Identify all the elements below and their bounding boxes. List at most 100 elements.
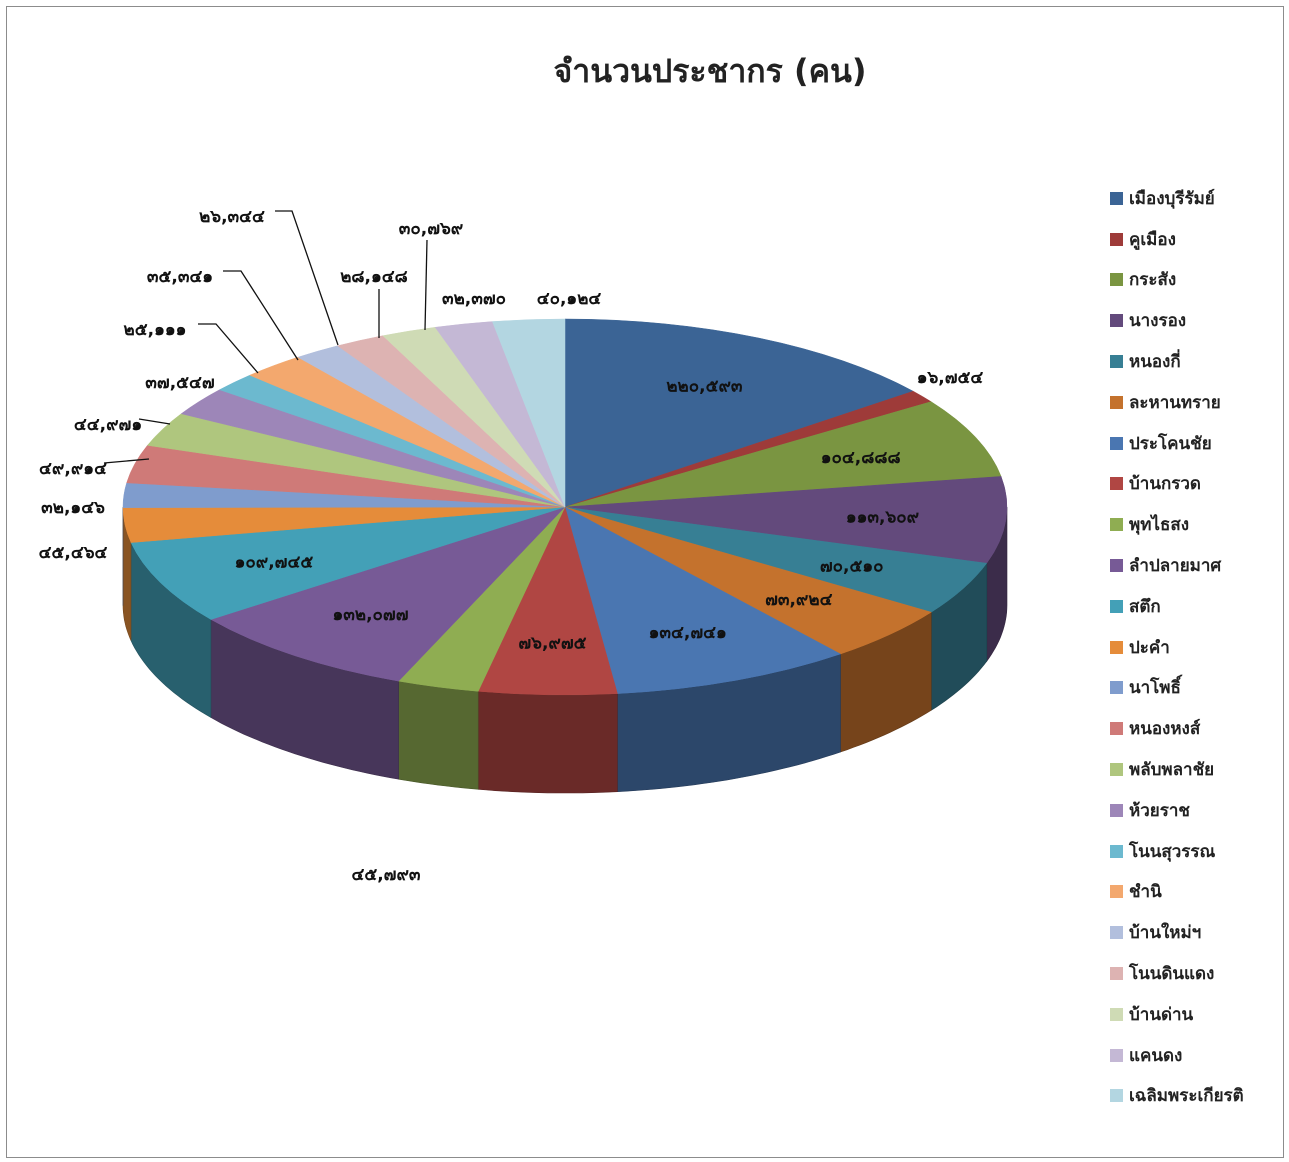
legend-swatch [1110,681,1123,695]
legend-swatch [1110,722,1123,736]
legend-swatch [1110,314,1123,328]
legend-swatch [1110,1048,1123,1062]
legend-item-15: ห้วยราช [1110,790,1244,831]
pie-slice-9 [210,506,566,682]
legend-swatch [1110,395,1123,409]
data-label-6: ๑๓๔,๗๔๑ [649,623,727,643]
leader-line-13 [103,458,150,464]
data-label-3: ๑๑๓,๖๐๙ [846,507,919,527]
legend-label: บ้านด่าน [1129,1004,1194,1025]
data-label-0: ๒๒๐,๕๙๓ [666,376,743,396]
legend-label: เมืองบุรีรัมย์ [1129,188,1215,209]
legend-swatch [1110,436,1123,450]
legend-label: บ้านใหม่ฯ [1129,923,1202,944]
data-label-22: ๔๐,๑๒๔ [537,289,602,309]
legend-label: กระสัง [1129,270,1177,291]
legend-label: หนองกี่ [1129,352,1181,373]
data-label-14: ๔๔,๙๗๑ [74,415,142,435]
legend-label: คูเมือง [1129,229,1176,250]
leader-line-14 [138,418,171,425]
data-label-16: ๒๕,๑๑๑ [124,320,187,340]
data-label-10: ๑๐๙,๗๔๕ [235,553,314,573]
legend: เมืองบุรีรัมย์คูเมืองกระสังนางรองหนองกี่… [1110,178,1244,1116]
legend-item-22: เฉลิมพระเกียรติ [1110,1076,1244,1117]
legend-label: ปะคำ [1129,637,1170,658]
legend-item-18: บ้านใหม่ฯ [1110,912,1244,953]
legend-label: ห้วยราช [1129,800,1190,821]
legend-label: พลับพลาชัย [1129,760,1215,781]
legend-label: นางรอง [1129,311,1187,332]
legend-item-0: เมืองบุรีรัมย์ [1110,178,1244,219]
data-label-8: ๔๕,๗๙๓ [351,865,420,885]
legend-item-11: ปะคำ [1110,627,1244,668]
legend-label: ลำปลายมาศ [1129,556,1222,577]
legend-item-16: โนนสุวรรณ [1110,831,1244,872]
pie-slice-6 [564,506,842,694]
legend-item-5: ละหานทราย [1110,382,1244,423]
legend-item-8: พุทไธสง [1110,504,1244,545]
legend-label: ละหานทราย [1129,392,1221,413]
legend-label: นาโพธิ์ [1129,678,1181,699]
legend-label: สตึก [1129,596,1161,617]
data-label-21: ๓๒,๓๗๐ [442,289,506,309]
legend-swatch [1110,926,1123,940]
leader-line-16 [198,323,259,374]
legend-swatch [1110,967,1123,981]
legend-swatch [1110,885,1123,899]
pie-sides [122,506,1008,794]
data-label-12: ๓๒,๑๔๖ [41,498,105,518]
data-label-2: ๑๐๔,๘๘๘ [821,448,901,468]
legend-item-12: นาโพธิ์ [1110,668,1244,709]
legend-label: โนนดินแดง [1129,964,1215,985]
pie-top [122,318,1008,696]
legend-item-10: สตึก [1110,586,1244,627]
pie-slice-2 [564,401,1002,508]
legend-item-13: หนองหงส์ [1110,708,1244,749]
data-label-20: ๓๐,๗๖๙ [399,219,463,239]
legend-swatch [1110,844,1123,858]
legend-item-20: บ้านด่าน [1110,994,1244,1035]
legend-swatch [1110,518,1123,532]
legend-item-6: ประโคนชัย [1110,423,1244,464]
legend-swatch [1110,1089,1123,1103]
legend-item-1: คูเมือง [1110,219,1244,260]
legend-item-17: ชำนิ [1110,872,1244,913]
data-label-1: ๑๖,๗๕๔ [917,368,984,388]
legend-item-9: ลำปลายมาศ [1110,545,1244,586]
data-label-7: ๗๖,๙๗๕ [518,633,586,653]
legend-item-21: แคนดง [1110,1035,1244,1076]
pie-slice-3 [564,476,1008,564]
legend-swatch [1110,640,1123,654]
legend-swatch [1110,1007,1123,1021]
pie-slice-10 [130,506,566,620]
leader-line-18 [275,210,339,346]
data-label-15: ๓๗,๕๔๗ [145,373,215,393]
data-label-9: ๑๓๒,๐๗๗ [332,605,408,625]
data-labels: ๒๒๐,๕๙๓ ๑๖,๗๕๔๑๐๔,๘๘๘๑๑๓,๖๐๙๗๐,๕๑๐๗๓,๙๒๔๑… [39,207,984,885]
legend-label: ชำนิ [1129,882,1162,903]
legend-label: ประโคนชัย [1129,433,1212,454]
legend-swatch [1110,763,1123,777]
legend-swatch [1110,803,1123,817]
leader-line-20 [424,239,428,331]
legend-swatch [1110,191,1123,205]
legend-label: บ้านกรวด [1129,474,1201,495]
legend-label: พุทไธสง [1129,515,1190,536]
legend-item-14: พลับพลาชัย [1110,749,1244,790]
data-label-18: ๒๖,๓๔๔ [199,207,265,227]
legend-item-4: หนองกี่ [1110,341,1244,382]
legend-label: หนองหงส์ [1129,719,1201,740]
legend-item-3: นางรอง [1110,300,1244,341]
data-label-17: ๓๕,๓๔๑ [147,267,213,287]
data-label-11: ๔๕,๔๖๔ [39,543,108,563]
pie-slice-22 [492,318,566,508]
legend-item-2: กระสัง [1110,260,1244,301]
legend-swatch [1110,599,1123,613]
data-label-4: ๗๐,๕๑๐ [820,557,884,577]
data-label-13: ๔๙,๙๑๔ [39,459,107,479]
legend-swatch [1110,477,1123,491]
legend-item-19: โนนดินแดง [1110,953,1244,994]
pie-side-7 [477,690,618,794]
pie-slice-0 [564,318,914,508]
